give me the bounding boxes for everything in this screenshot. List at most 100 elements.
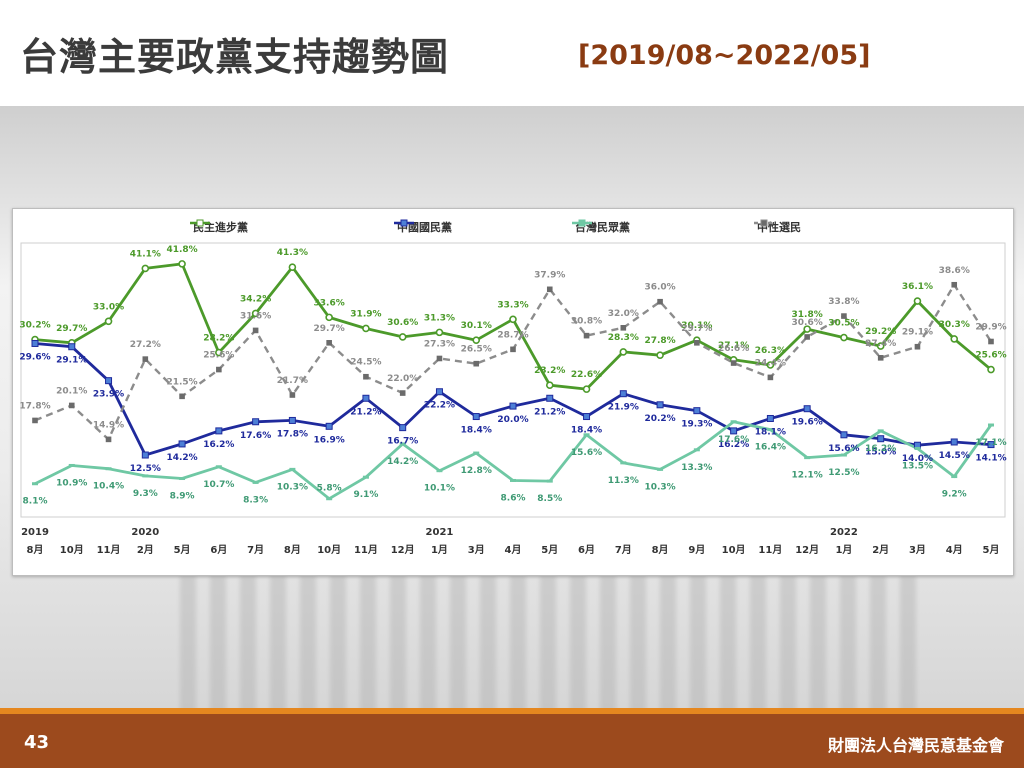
year-label-1: 2020 <box>131 527 159 538</box>
data-label-s2-9: 9.1% <box>353 490 378 500</box>
data-label-s1-2: 23.9% <box>93 390 124 400</box>
data-point-s2-19 <box>730 420 737 424</box>
year-label-0: 2019 <box>21 527 49 538</box>
data-point-s2-21 <box>804 456 811 460</box>
data-point-s0-9 <box>362 324 370 333</box>
data-label-s3-8: 29.7% <box>314 324 345 334</box>
x-tick-label-18: 9月 <box>688 544 705 556</box>
x-tick-label-17: 8月 <box>652 544 669 556</box>
title-bar: 台灣主要政黨支持趨勢圖 [2019/08~2022/05] <box>0 0 1024 106</box>
data-point-s1-9 <box>362 394 370 402</box>
data-point-s3-12 <box>473 360 480 367</box>
data-label-s2-11: 10.1% <box>424 484 455 494</box>
data-label-s1-12: 18.4% <box>461 426 492 436</box>
data-point-s3-2 <box>105 436 112 443</box>
data-label-s3-12: 26.5% <box>461 345 492 355</box>
data-label-s3-26: 29.9% <box>975 323 1006 333</box>
data-point-s0-8 <box>325 313 333 322</box>
data-label-s0-14: 23.2% <box>534 366 565 376</box>
data-label-s3-25: 38.6% <box>939 266 970 276</box>
data-label-s2-22: 12.5% <box>828 468 859 478</box>
data-point-s1-25 <box>950 438 958 446</box>
data-label-s3-15: 30.8% <box>571 317 602 327</box>
page-number: 43 <box>24 732 50 753</box>
data-label-s2-25: 9.2% <box>942 490 967 500</box>
data-point-s2-17 <box>657 467 664 471</box>
data-label-s3-21: 30.6% <box>792 318 823 328</box>
data-point-s3-19 <box>730 360 737 366</box>
x-tick-label-23: 2月 <box>872 544 889 556</box>
x-tick-label-8: 10月 <box>317 544 341 556</box>
data-point-s1-14 <box>546 394 554 402</box>
data-point-s1-13 <box>509 402 517 410</box>
data-point-s0-11 <box>435 328 444 337</box>
data-label-s2-17: 10.3% <box>644 482 675 492</box>
data-label-s1-17: 20.2% <box>644 414 675 424</box>
data-point-s3-21 <box>804 334 810 340</box>
data-point-s3-8 <box>326 340 332 346</box>
crowd-silhouette-decoration <box>180 576 920 708</box>
data-point-s2-10 <box>399 442 406 446</box>
data-point-s3-11 <box>436 355 443 362</box>
data-point-s1-22 <box>840 431 848 439</box>
data-point-s2-18 <box>693 448 700 452</box>
data-label-s2-8: 5.8% <box>317 484 342 494</box>
data-point-s1-8 <box>325 422 333 430</box>
x-tick-label-26: 5月 <box>983 544 1000 556</box>
data-label-s0-2: 33.0% <box>93 302 124 312</box>
data-point-s2-3 <box>142 474 149 478</box>
data-label-s2-26: 17.1% <box>975 438 1006 448</box>
data-label-s0-26: 25.6% <box>975 351 1006 361</box>
data-point-s3-5 <box>216 366 222 373</box>
data-point-s0-24 <box>913 297 922 305</box>
data-label-s1-23: 15.0% <box>865 448 896 458</box>
data-point-s2-22 <box>840 453 847 457</box>
legend-item-2: 台灣民眾黨 <box>571 217 630 237</box>
data-label-s0-11: 31.3% <box>424 313 455 323</box>
data-label-s2-19: 17.6% <box>718 435 749 445</box>
data-label-s0-4: 41.8% <box>166 245 197 255</box>
data-label-s3-18: 29.7% <box>681 324 712 334</box>
data-label-s0-21: 31.8% <box>792 310 823 320</box>
data-point-s1-17 <box>656 401 664 409</box>
data-label-s2-12: 12.8% <box>461 466 492 476</box>
data-point-s0-15 <box>582 385 591 393</box>
data-point-s1-26 <box>987 441 995 449</box>
data-label-s2-0: 8.1% <box>23 497 48 507</box>
legend-swatch-2 <box>572 219 592 227</box>
data-label-s1-15: 18.4% <box>571 426 602 436</box>
data-label-s0-13: 33.3% <box>497 300 528 310</box>
data-label-s0-24: 36.1% <box>902 282 933 292</box>
data-label-s0-18: 30.1% <box>681 321 712 331</box>
data-point-s2-23 <box>877 429 884 433</box>
chart-panel: 民主進步黨 中國國民黨 台灣民眾黨 中性選民 30.2% 29.7% 33.0% 41.1%… <box>12 208 1014 576</box>
data-label-s2-6: 8.3% <box>243 495 268 505</box>
data-point-s0-5 <box>215 348 223 357</box>
legend-swatch-0 <box>190 219 210 227</box>
data-label-s2-1: 10.9% <box>56 478 87 488</box>
footer-bar: 43 財團法人台灣民意基金會 <box>0 708 1024 768</box>
data-point-s3-7 <box>289 392 296 398</box>
data-label-s3-24: 29.1% <box>902 328 933 338</box>
data-point-s3-10 <box>399 390 406 396</box>
data-label-s2-13: 8.6% <box>501 493 526 503</box>
data-point-s0-22 <box>840 333 848 342</box>
x-tick-label-13: 4月 <box>505 544 522 556</box>
data-label-s0-19: 27.1% <box>718 341 749 351</box>
data-label-s1-4: 14.2% <box>166 453 197 463</box>
x-tick-label-7: 8月 <box>284 544 301 556</box>
data-label-s3-2: 14.9% <box>93 420 124 430</box>
data-label-s2-3: 9.3% <box>133 489 158 499</box>
data-point-s0-16 <box>619 348 628 356</box>
data-point-s2-6 <box>252 480 259 484</box>
year-label-3: 2022 <box>830 527 858 538</box>
x-tick-label-1: 10月 <box>60 544 84 556</box>
x-tick-label-25: 4月 <box>946 544 963 556</box>
data-label-s1-16: 21.9% <box>608 403 639 413</box>
x-tick-label-2: 11月 <box>97 544 121 556</box>
data-label-s2-10: 14.2% <box>387 457 418 467</box>
data-point-s3-18 <box>694 340 700 346</box>
data-point-s1-3 <box>141 451 149 459</box>
data-point-s0-12 <box>472 336 481 345</box>
data-point-s1-11 <box>435 388 443 396</box>
